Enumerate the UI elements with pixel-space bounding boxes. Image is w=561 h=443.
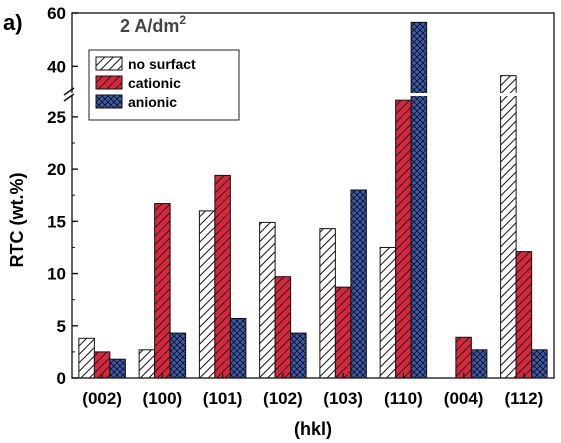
y-tick-label: 25	[47, 108, 66, 127]
bar-no-surfact-5	[319, 228, 336, 379]
bars-group	[78, 21, 548, 379]
bar-cationic-5	[334, 286, 352, 379]
y-tick-label: 0	[57, 369, 66, 388]
bar-anionic-2	[169, 332, 187, 379]
legend-items: no surfact cationic anionic	[95, 56, 196, 110]
bar-break-gap	[410, 93, 428, 96]
bar-anionic-3	[229, 317, 247, 379]
bar-anionic-7	[470, 349, 488, 379]
bar-cationic-3	[214, 174, 231, 379]
bar-no-surfact-2	[138, 349, 156, 379]
axis-break-mark	[63, 87, 75, 96]
bar-no-surfact-4	[259, 221, 276, 379]
bar-no-surfact-6	[379, 246, 397, 379]
chart-title: 2 A/dm2	[120, 13, 186, 36]
axis-break-group	[63, 87, 75, 102]
x-axis-label: (hkl)	[294, 419, 332, 439]
bar-anionic-1	[109, 358, 126, 379]
legend-label-no-surfact: no surfact	[128, 56, 196, 72]
bar-cationic-2	[154, 203, 171, 379]
x-tick-label: (100)	[143, 389, 183, 408]
y-axis-label: RTC (wt.%)	[7, 173, 27, 268]
bar-anionic-6	[410, 21, 428, 379]
x-tick-label: (004)	[444, 389, 484, 408]
bar-anionic-8	[531, 349, 548, 379]
bar-break-gap	[499, 93, 518, 96]
y-tick-label: 5	[57, 317, 66, 336]
bar-cationic-6	[395, 99, 412, 379]
x-tick-label: (101)	[203, 389, 243, 408]
legend: no surfact cationic anionic	[88, 49, 240, 121]
chart-title-superscript: 2	[179, 13, 186, 27]
chart-title-text: 2 A/dm	[120, 16, 179, 36]
y-tick-label: 60	[47, 4, 66, 23]
x-tick-label: (112)	[505, 389, 544, 408]
legend-swatch-anionic	[95, 94, 123, 109]
legend-label-anionic: anionic	[128, 94, 177, 110]
panel-label: a)	[3, 10, 23, 35]
bar-cationic-4	[274, 276, 292, 379]
bar-anionic-4	[290, 332, 307, 379]
bar-no-surfact-1	[78, 337, 95, 379]
y-tick-label: 20	[47, 160, 66, 179]
x-axis-ticks: (002) (100) (101) (102) (103) (110) (004) (112)	[82, 373, 543, 408]
x-tick-label: (103)	[323, 389, 363, 408]
bar-no-surfact-8	[500, 75, 517, 379]
x-tick-label: (110)	[384, 389, 423, 408]
bar-no-surfact-3	[198, 210, 216, 379]
legend-swatch-no-surfact	[95, 56, 123, 71]
legend-label-cationic: cationic	[128, 75, 181, 91]
x-tick-label: (102)	[263, 389, 303, 408]
bar-cationic-7	[455, 336, 472, 379]
y-tick-label: 15	[47, 212, 66, 231]
bar-cationic-8	[515, 251, 533, 379]
bar-anionic-5	[350, 189, 367, 379]
y-tick-label: 10	[47, 265, 66, 284]
x-tick-label: (002)	[82, 389, 122, 408]
legend-swatch-cationic	[95, 75, 123, 90]
axis-break-mark	[63, 93, 75, 102]
y-axis-ticks: 0 5 10 15 20 25 40 60	[47, 4, 78, 388]
y-tick-label: 40	[47, 57, 66, 76]
